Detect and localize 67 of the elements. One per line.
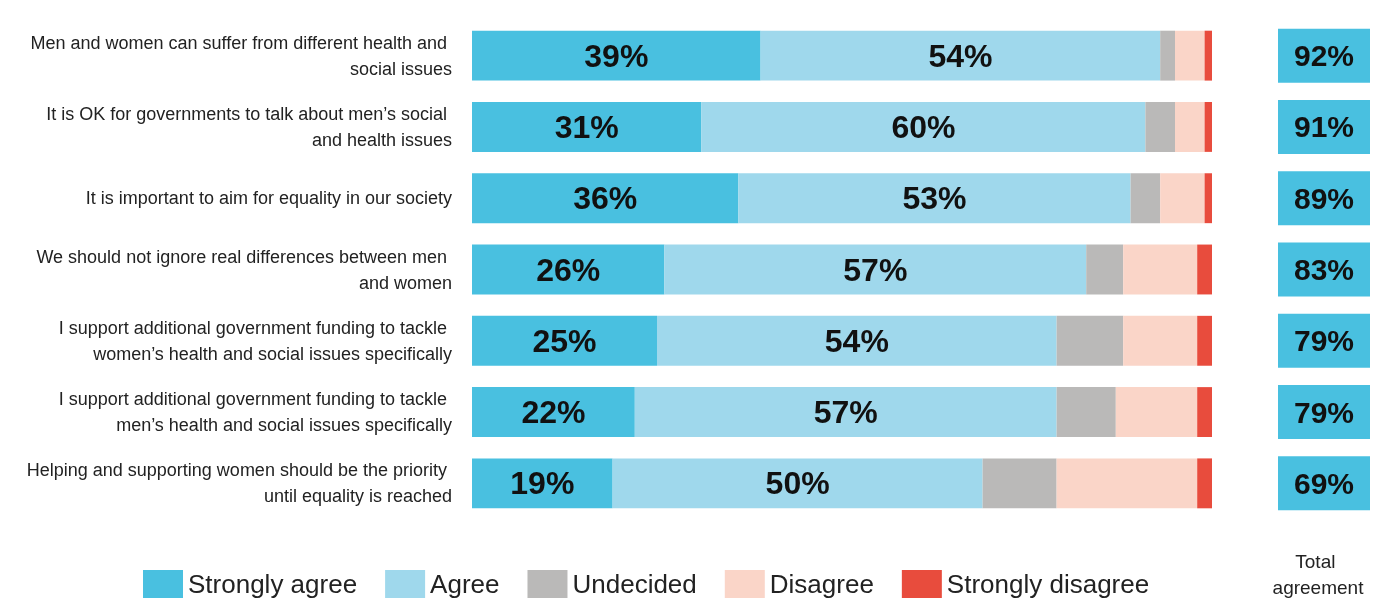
bar: [1056, 387, 1116, 438]
bar: [1115, 387, 1198, 438]
text: 83%: [1293, 253, 1355, 286]
text: 91%: [1293, 110, 1355, 144]
bar: [1204, 173, 1212, 224]
y-tick-label: I support additional government funding to tackle men’s health and social issues specifically: [58, 389, 452, 436]
data-label: 57%: [843, 251, 908, 288]
bar: [760, 30, 1161, 81]
bar: [1130, 173, 1161, 224]
legend-label: Agree: [430, 569, 500, 599]
data-label: 19%: [510, 465, 575, 502]
bar: [1175, 30, 1205, 81]
data-label: 26%: [536, 251, 601, 288]
data-label: 31%: [554, 108, 619, 145]
legend-label: Strongly disagree: [946, 569, 1150, 599]
data-label: 53%: [902, 180, 967, 217]
bar: [701, 101, 1146, 152]
bar: [1056, 315, 1124, 366]
y-tick-label: We should not ignore real differences between men and women: [36, 246, 452, 293]
bar: [1204, 101, 1212, 152]
bar: [664, 244, 1087, 295]
text: Total agreement: [1272, 550, 1365, 598]
data-label: 22%: [521, 394, 586, 431]
y-tick-label: Helping and supporting women should be the priority until equality is reached: [26, 460, 452, 507]
legend-label: Undecided: [572, 569, 697, 599]
data-label: 54%: [824, 322, 889, 359]
bar: [1123, 244, 1198, 295]
bar: [1197, 244, 1212, 295]
data-label: 60%: [891, 108, 956, 145]
bar: [472, 101, 702, 152]
bar: [472, 30, 761, 81]
bar: [1160, 30, 1175, 81]
text: 79%: [1293, 324, 1355, 358]
bar: [1197, 458, 1212, 509]
bar: [634, 387, 1057, 438]
legend-label: Disagree: [769, 569, 874, 599]
y-tick-label: It is OK for governments to talk about men’s social and health issues: [46, 103, 452, 150]
bar: [657, 315, 1057, 366]
text: 92%: [1293, 39, 1355, 73]
bar: [1197, 387, 1212, 438]
bar: [472, 173, 739, 224]
bar: [1056, 458, 1198, 509]
text: 89%: [1293, 181, 1355, 215]
data-label: 36%: [573, 180, 638, 217]
y-tick-label: It is important to aim for equality in our society: [85, 188, 452, 209]
data-label: 39%: [584, 37, 649, 74]
bar: [1086, 244, 1124, 295]
bar: [472, 387, 635, 438]
bar: [1204, 30, 1212, 81]
bar: [982, 458, 1057, 509]
bar: [1145, 101, 1175, 152]
text: 69%: [1293, 466, 1355, 500]
bar: [472, 315, 657, 366]
y-tick-label: I support additional government funding to tackle women’s health and social issues specifically: [58, 317, 452, 364]
bar: [612, 458, 983, 509]
data-label: 25%: [532, 322, 597, 359]
data-label: 54%: [928, 37, 993, 74]
data-label: 50%: [765, 465, 830, 502]
text: 79%: [1293, 395, 1355, 429]
y-tick-label: Men and women can suffer from different health and social issues: [30, 32, 452, 79]
bar: [1175, 101, 1205, 152]
bar: [738, 173, 1131, 224]
data-label: 57%: [813, 394, 878, 431]
bar: [1160, 173, 1205, 224]
legend-label: Strongly agree: [188, 569, 358, 599]
bar: [1123, 315, 1198, 366]
bar: [1197, 315, 1212, 366]
